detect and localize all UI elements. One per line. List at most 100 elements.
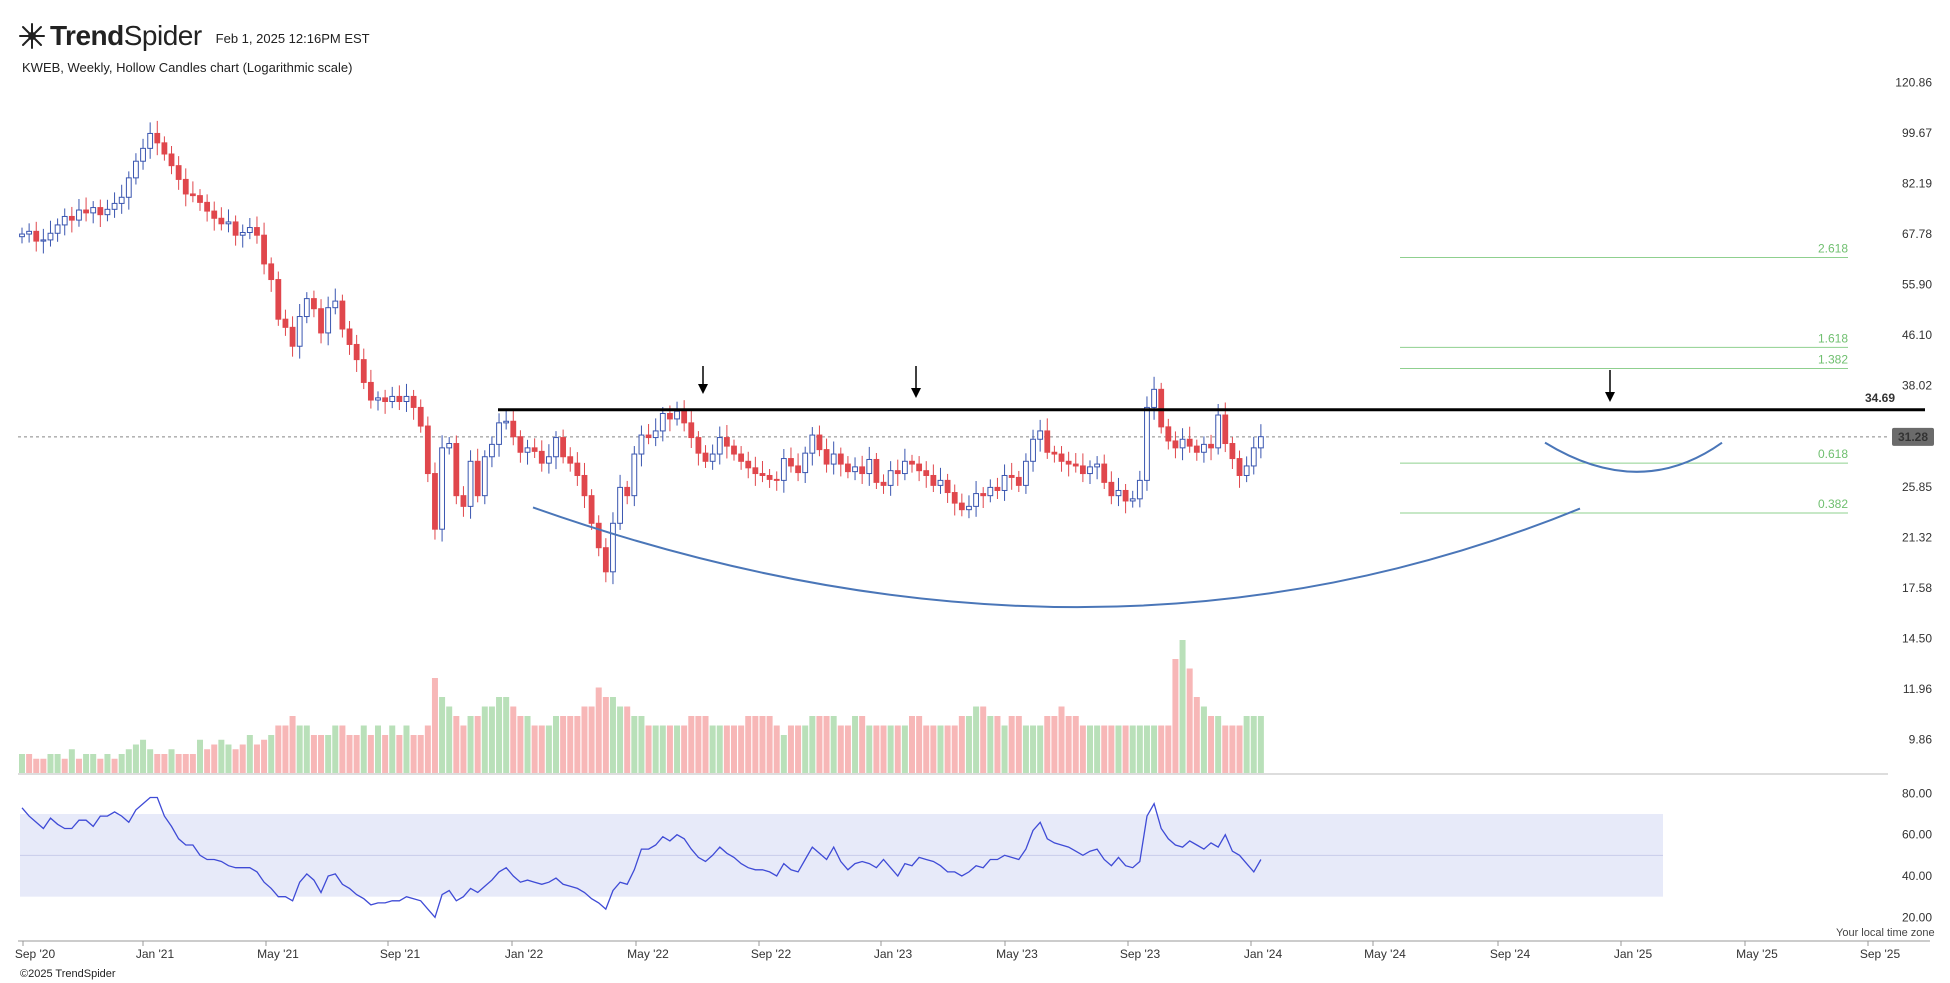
volume-bar	[1122, 725, 1129, 773]
candle-body	[951, 492, 958, 504]
candle-body	[1136, 479, 1143, 500]
volume-bar	[837, 725, 844, 773]
candle-body	[1250, 447, 1257, 467]
candle-body	[667, 412, 673, 420]
volume-bar	[132, 744, 139, 773]
volume-bar	[261, 739, 268, 773]
volume-bar	[353, 735, 360, 773]
volume-bar	[147, 749, 154, 773]
volume-bar	[1215, 716, 1222, 773]
volume-bar	[909, 716, 915, 773]
volume-bar	[1001, 725, 1008, 773]
volume-bar	[439, 697, 446, 773]
volume-bar	[524, 716, 531, 773]
candle-body	[47, 232, 54, 241]
candle-body	[716, 437, 723, 455]
candle-body	[1094, 463, 1101, 468]
volume-bar	[937, 725, 944, 773]
volume-bar	[111, 758, 118, 773]
volume-bar	[1058, 706, 1065, 773]
candle-body	[595, 522, 602, 549]
volume-bar	[211, 744, 218, 773]
candle-body	[837, 453, 844, 465]
candle-body	[76, 209, 82, 221]
candle-body	[1087, 466, 1093, 475]
candle-body	[894, 470, 901, 475]
candle-body	[545, 456, 552, 464]
volume-bar	[702, 716, 709, 773]
rsi-tick-label: 80.00	[1902, 786, 1932, 800]
volume-bar	[460, 725, 467, 773]
volume-bar	[1136, 725, 1143, 773]
candle-body	[524, 447, 531, 453]
candle-body	[602, 547, 609, 573]
candle-body	[225, 221, 232, 225]
candle-body	[659, 412, 666, 432]
candle-body	[289, 326, 296, 347]
candle-body	[816, 434, 823, 451]
volume-bar	[830, 716, 837, 773]
volume-bar	[47, 754, 54, 773]
resistance-label: 34.69	[1865, 391, 1895, 405]
candle-body	[1108, 481, 1115, 497]
volume-bar	[553, 716, 559, 773]
volume-bar	[759, 716, 766, 773]
volume-bar	[33, 758, 40, 773]
candle-body	[695, 437, 702, 454]
price-tick-label: 67.78	[1902, 227, 1932, 241]
x-tick-label: Jan '22	[505, 947, 544, 961]
candle-body	[574, 462, 581, 476]
volume-bar	[1186, 668, 1193, 773]
candle-body	[339, 300, 346, 330]
candle-body	[759, 473, 766, 476]
candle-body	[1030, 438, 1036, 462]
volume-bar	[396, 735, 403, 773]
price-tick-label: 99.67	[1902, 126, 1932, 140]
volume-bar	[1079, 725, 1086, 773]
volume-bar	[1072, 716, 1079, 773]
candle-body	[189, 193, 196, 197]
chart-subtitle: KWEB, Weekly, Hollow Candles chart (Loga…	[22, 60, 353, 75]
candle-body	[268, 263, 275, 281]
candle-body	[353, 343, 360, 361]
candle-body	[503, 420, 510, 424]
volume-bar	[1172, 659, 1179, 773]
volume-bar	[894, 725, 901, 773]
candle-body	[375, 397, 381, 401]
volume-bar	[538, 725, 545, 773]
candle-body	[510, 420, 517, 438]
volume-bar	[958, 716, 965, 773]
candle-body	[382, 397, 389, 403]
candle-body	[346, 328, 353, 345]
candle-body	[19, 233, 25, 238]
volume-bar	[332, 725, 339, 773]
volume-bar	[951, 725, 958, 773]
x-tick-label: May '22	[627, 947, 669, 961]
volume-bar	[1037, 725, 1044, 773]
candle-body	[68, 215, 75, 221]
candle-body	[802, 452, 809, 474]
volume-bar	[766, 716, 773, 773]
candle-body	[930, 474, 937, 486]
candle-body	[553, 437, 559, 458]
volume-bar	[510, 706, 517, 773]
candle-body	[275, 279, 282, 320]
candle-body	[1208, 443, 1214, 449]
candle-body	[168, 153, 175, 167]
volume-bar	[638, 716, 645, 773]
price-tick-label: 46.10	[1902, 328, 1932, 342]
price-tick-label: 55.90	[1902, 278, 1932, 292]
candle-body	[239, 231, 246, 236]
candle-body	[246, 227, 253, 233]
candle-body	[674, 410, 680, 420]
volume-bar	[738, 725, 745, 773]
candle-body	[1001, 474, 1008, 491]
volume-bar	[652, 725, 659, 773]
candle-body	[182, 178, 189, 195]
candle-body	[147, 132, 154, 149]
arrow-head-icon	[1605, 392, 1615, 402]
candle-body	[83, 209, 89, 214]
fib-label: 1.618	[1818, 331, 1848, 345]
volume-bar	[930, 725, 937, 773]
